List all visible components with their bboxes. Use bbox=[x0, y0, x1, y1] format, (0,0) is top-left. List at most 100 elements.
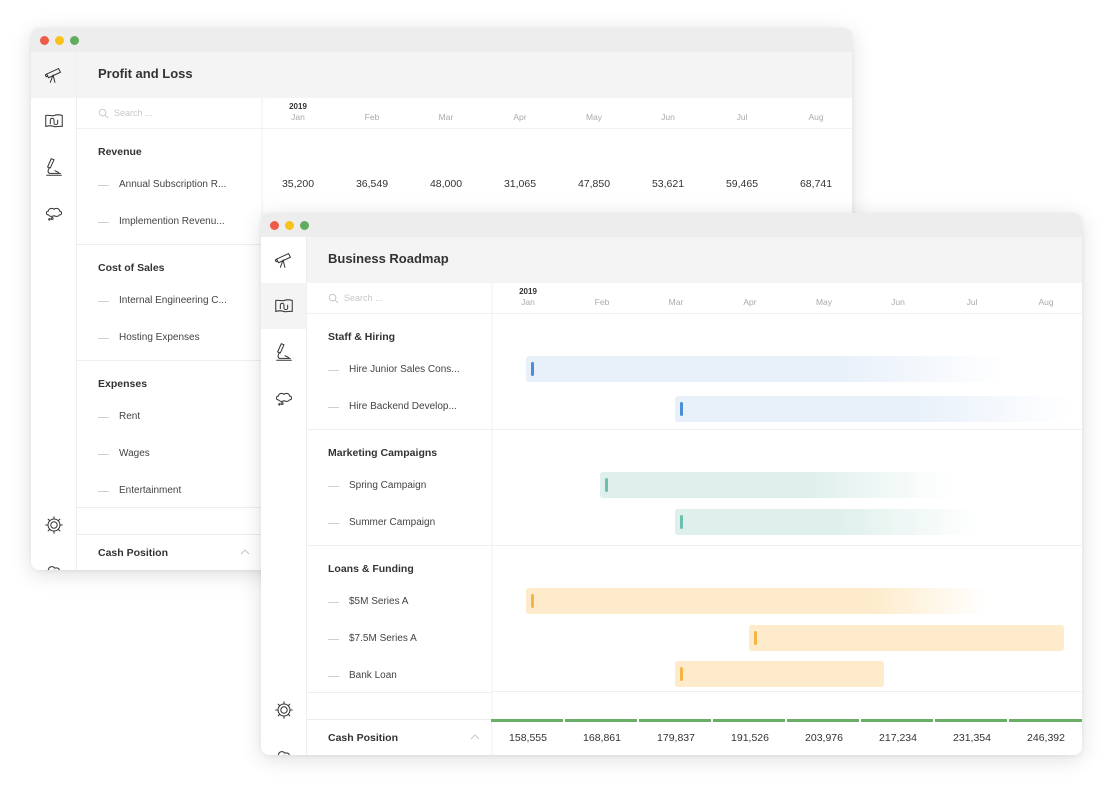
search-icon bbox=[98, 108, 109, 119]
list-item[interactable]: $5M Series A bbox=[328, 596, 488, 610]
table-row: 35,200 36,549 48,000 31,065 47,850 53,62… bbox=[281, 178, 833, 190]
icon-sidebar bbox=[261, 237, 307, 755]
map-icon bbox=[44, 114, 63, 128]
chevron-up-icon[interactable] bbox=[470, 733, 480, 741]
thought-cloud-icon bbox=[275, 392, 292, 406]
nav-microscope[interactable] bbox=[261, 329, 306, 375]
maximize-button[interactable] bbox=[70, 36, 79, 45]
search-box bbox=[307, 283, 491, 314]
roadmap-bar-5m-series-a[interactable] bbox=[526, 588, 986, 614]
cash-indicator bbox=[713, 719, 785, 722]
roadmap-bar-hire-backend[interactable] bbox=[675, 396, 1070, 422]
cash-indicator bbox=[565, 719, 637, 722]
close-button[interactable] bbox=[270, 221, 279, 230]
cash-indicator bbox=[1009, 719, 1082, 722]
group-title: Expenses bbox=[98, 378, 148, 390]
nav-settings[interactable] bbox=[31, 502, 76, 548]
group-title: Cost of Sales bbox=[98, 262, 165, 274]
nav-thought-cloud[interactable] bbox=[31, 190, 76, 236]
row-labels-panel: Revenue Annual Subscription R... Impleme… bbox=[77, 98, 261, 570]
group-revenue: Revenue Annual Subscription R... Impleme… bbox=[77, 129, 261, 245]
bar-start-handle[interactable] bbox=[531, 362, 534, 376]
gear-icon bbox=[274, 701, 293, 719]
bar-start-handle[interactable] bbox=[680, 402, 683, 416]
nav-map[interactable] bbox=[261, 283, 306, 329]
list-item[interactable]: Wages bbox=[98, 448, 258, 462]
nav-thought-cloud[interactable] bbox=[261, 375, 306, 421]
page-header: Profit and Loss bbox=[77, 52, 852, 98]
roadmap-bar-summer-campaign[interactable] bbox=[675, 509, 975, 535]
search-input[interactable] bbox=[114, 105, 244, 121]
list-item[interactable]: Bank Loan bbox=[328, 670, 488, 684]
cash-indicator bbox=[787, 719, 859, 722]
cash-indicator bbox=[861, 719, 933, 722]
list-item[interactable]: Spring Campaign bbox=[328, 480, 488, 494]
search-input[interactable] bbox=[344, 290, 474, 306]
telescope-icon bbox=[44, 68, 61, 83]
bar-start-handle[interactable] bbox=[754, 631, 757, 645]
group-staff-hiring: Staff & Hiring Hire Junior Sales Cons...… bbox=[307, 314, 491, 430]
minimize-button[interactable] bbox=[285, 221, 294, 230]
close-button[interactable] bbox=[40, 36, 49, 45]
bar-start-handle[interactable] bbox=[605, 478, 608, 492]
roadmap-bar-bank-loan[interactable] bbox=[675, 661, 884, 687]
gear-icon bbox=[44, 516, 63, 534]
business-roadmap-window: Business Roadmap Staff & Hiring Hire Jun… bbox=[261, 213, 1082, 755]
minimize-button[interactable] bbox=[55, 36, 64, 45]
group-title: Revenue bbox=[98, 146, 142, 158]
roadmap-bar-spring-campaign[interactable] bbox=[600, 472, 950, 498]
search-box bbox=[77, 98, 261, 129]
cash-position-values: 158,555 168,861 179,837 191,526 203,976 … bbox=[509, 732, 1065, 744]
cash-position-row[interactable]: Cash Position bbox=[77, 534, 261, 570]
list-item[interactable]: Implemention Revenu... bbox=[98, 216, 258, 230]
microscope-icon bbox=[45, 158, 62, 176]
maximize-button[interactable] bbox=[300, 221, 309, 230]
list-item[interactable]: Entertainment bbox=[98, 485, 258, 499]
page-title: Profit and Loss bbox=[98, 66, 193, 81]
cash-position-row[interactable]: Cash Position bbox=[307, 719, 491, 755]
map-icon bbox=[274, 299, 293, 313]
list-item[interactable]: Summer Campaign bbox=[328, 517, 488, 531]
nav-settings[interactable] bbox=[261, 687, 306, 733]
group-title: Loans & Funding bbox=[328, 563, 414, 575]
list-item[interactable]: Rent bbox=[98, 411, 258, 425]
nav-microscope[interactable] bbox=[31, 144, 76, 190]
cash-indicator bbox=[935, 719, 1007, 722]
roadmap-bar-hire-junior-sales[interactable] bbox=[526, 356, 1006, 382]
telescope-icon bbox=[274, 253, 291, 268]
nav-telescope[interactable] bbox=[31, 52, 76, 98]
bar-start-handle[interactable] bbox=[531, 594, 534, 608]
list-item[interactable]: $7.5M Series A bbox=[328, 633, 488, 647]
cash-indicator bbox=[491, 719, 563, 722]
bar-start-handle[interactable] bbox=[680, 667, 683, 681]
month-header: 2019 Jan Feb Mar Apr May Jun Jul Aug bbox=[261, 98, 852, 129]
microscope-icon bbox=[275, 343, 292, 361]
cash-position-label: Cash Position bbox=[98, 547, 169, 559]
chevron-up-icon[interactable] bbox=[240, 548, 250, 556]
search-icon bbox=[328, 293, 339, 304]
list-item[interactable]: Hosting Expenses bbox=[98, 332, 258, 346]
list-item[interactable]: Internal Engineering C... bbox=[98, 295, 258, 309]
group-expenses: Expenses Rent Wages Entertainment bbox=[77, 361, 261, 508]
nav-download[interactable] bbox=[261, 733, 306, 755]
row-labels-panel: Staff & Hiring Hire Junior Sales Cons...… bbox=[307, 283, 491, 755]
nav-map[interactable] bbox=[31, 98, 76, 144]
list-item[interactable]: Hire Junior Sales Cons... bbox=[328, 364, 488, 378]
title-bar bbox=[31, 28, 852, 52]
month-header: 2019 Jan Feb Mar Apr May Jun Jul Aug bbox=[491, 283, 1082, 314]
group-cost-of-sales: Cost of Sales Internal Engineering C... … bbox=[77, 245, 261, 361]
thought-cloud-icon bbox=[45, 207, 62, 221]
cash-position-label: Cash Position bbox=[328, 732, 399, 744]
title-bar bbox=[261, 213, 1082, 237]
roadmap-timeline: 2019 Jan Feb Mar Apr May Jun Jul Aug bbox=[491, 283, 1082, 755]
list-item[interactable]: Hire Backend Develop... bbox=[328, 401, 488, 415]
nav-telescope[interactable] bbox=[261, 237, 306, 283]
page-title: Business Roadmap bbox=[328, 251, 449, 266]
roadmap-bar-7-5m-series-a[interactable] bbox=[749, 625, 1064, 651]
list-item[interactable]: Annual Subscription R... bbox=[98, 179, 258, 193]
cloud-download-icon bbox=[46, 566, 60, 570]
bar-start-handle[interactable] bbox=[680, 515, 683, 529]
nav-download[interactable] bbox=[31, 548, 76, 570]
icon-sidebar bbox=[31, 52, 77, 570]
group-marketing-campaigns: Marketing Campaigns Spring Campaign Summ… bbox=[307, 430, 491, 546]
